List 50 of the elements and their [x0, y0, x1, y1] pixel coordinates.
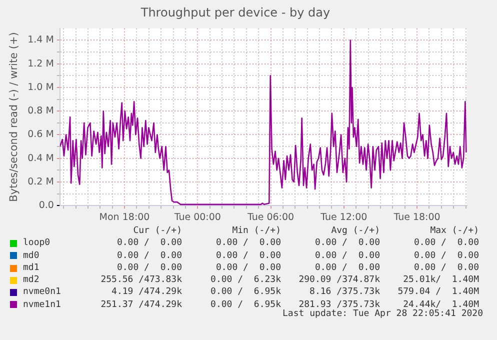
text: Last update: Tue Apr 28 22:05:41 2020: [282, 309, 483, 319]
text: 0.00 / 0.00: [314, 262, 380, 274]
text: 0.00 / 6.95k: [210, 286, 281, 299]
y-tick-label: 0.0: [38, 200, 54, 212]
text: Max (-/+): [429, 225, 479, 238]
x-tick-label: Tue 00:00: [173, 212, 221, 223]
text: 0.00 / 0.00: [412, 250, 479, 262]
legend-label: md1: [23, 262, 40, 274]
y-axis-title: Bytes/second read (-) / write (+): [8, 32, 20, 202]
text: 281.93 /375.73k: [298, 298, 380, 310]
x-tick-label: Mon 18:00: [99, 212, 150, 223]
chart-title: Throughput per device - by day: [140, 5, 330, 20]
text: 0.00 / 0.00: [314, 250, 380, 262]
x-tick-label: Tue 12:00: [320, 212, 368, 223]
text: 0.00 / 0.00: [214, 237, 281, 250]
text: 579.04 / 1.40M: [396, 286, 479, 299]
text: 0.00 / 0.00: [116, 262, 182, 274]
text: 0.00 / 0.00: [214, 262, 281, 274]
text: Min (-/+): [231, 225, 281, 238]
text: 8.16 /375.73k: [308, 286, 380, 299]
text: 0.00 / 0.00: [214, 250, 281, 262]
text: 24.44k/ 1.40M: [403, 298, 479, 310]
legend-label: nvme0n1: [23, 286, 62, 299]
y-tick-label: 0.8 M: [28, 106, 54, 117]
text: 255.56 /473.83k: [100, 274, 182, 286]
y-tick-label: 1.0 M: [28, 82, 54, 93]
text: Cur (-/+): [132, 225, 182, 238]
text: 0.00 / 0.00: [412, 262, 479, 274]
x-tick-label: Tue 18:00: [392, 212, 440, 223]
text: 0.00 / 0.00: [116, 250, 182, 262]
legend-label: md2: [23, 274, 40, 286]
text: 0.00 / 6.23k: [210, 274, 281, 286]
x-tick-label: Tue 06:00: [246, 212, 294, 223]
text: 0.00 / 0.00: [314, 237, 380, 250]
y-tick-label: 0.2 M: [28, 176, 54, 188]
text: Avg (-/+): [330, 225, 380, 238]
text: 0.00 / 0.00: [412, 237, 479, 250]
legend-label: md0: [23, 250, 40, 262]
text: 290.09 /374.87k: [298, 274, 380, 286]
text: 4.19 /474.29k: [110, 286, 182, 299]
text: 251.37 /474.29k: [100, 298, 182, 312]
text: 25.01k/ 1.40M: [402, 274, 479, 286]
legend-label: loop0: [23, 237, 52, 250]
text: 0.00 / 0.00: [116, 237, 182, 250]
y-tick-label: 1.4 M: [28, 34, 54, 46]
y-tick-label: 0.4 M: [28, 152, 54, 164]
text: 0.00 / 6.95k: [210, 298, 281, 312]
legend-label: nvme1n1: [23, 298, 62, 312]
y-tick-label: 0.6 M: [28, 129, 54, 140]
y-tick-label: 1.2 M: [28, 58, 54, 70]
